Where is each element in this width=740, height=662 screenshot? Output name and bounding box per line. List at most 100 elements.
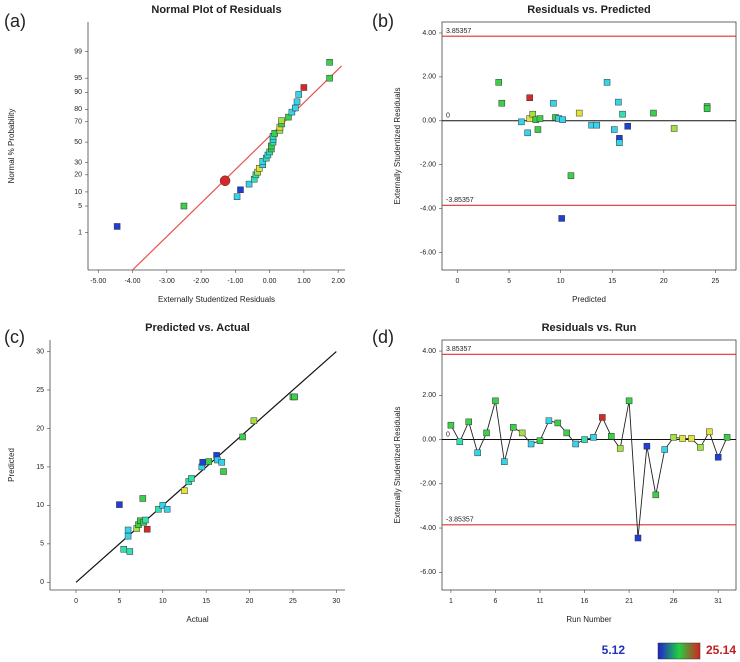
data-point (495, 79, 502, 86)
data-point (188, 475, 195, 482)
data-point (139, 495, 147, 502)
data-point (126, 548, 134, 555)
data-point (599, 414, 606, 421)
data-point (616, 445, 624, 452)
x-tick-label: -4.00 (125, 278, 141, 285)
data-point (239, 433, 246, 441)
data-point (113, 223, 121, 230)
y-tick-label: -2.00 (420, 161, 436, 168)
chart-title: Predicted vs. Actual (145, 322, 250, 334)
chart-panel: (a) Normal Plot of Residuals Externally St… (4, 4, 345, 304)
data-point (159, 502, 167, 509)
data-point (181, 487, 188, 495)
data-point (465, 418, 472, 426)
y-tick-label: 0.00 (422, 118, 436, 125)
limit-label: 3.85357 (446, 346, 471, 353)
data-point (603, 79, 611, 86)
data-point (524, 129, 531, 137)
x-tick-label: -1.00 (227, 278, 243, 285)
data-point (518, 429, 526, 437)
y-tick-label: 10 (36, 502, 44, 509)
data-point (679, 435, 686, 442)
data-point (116, 501, 123, 508)
y-tick-label: -6.00 (420, 249, 436, 256)
data-point (218, 459, 226, 466)
data-point (483, 429, 490, 437)
data-point (498, 99, 506, 107)
y-tick-label: 90 (74, 89, 82, 96)
x-tick-label: 21 (625, 598, 633, 605)
chart-title: Normal Plot of Residuals (151, 4, 281, 16)
x-tick-label: 26 (670, 598, 678, 605)
data-point (624, 122, 631, 130)
data-point (608, 432, 615, 440)
data-point (567, 172, 575, 179)
data-point (220, 468, 227, 475)
y-tick-label: -6.00 (420, 569, 436, 576)
x-tick-label: 31 (714, 598, 722, 605)
x-tick-label: 25 (289, 598, 297, 605)
data-point (581, 436, 588, 443)
y-axis-label: Externally Studentized Residuals (393, 407, 402, 524)
data-point (615, 98, 622, 106)
panel-label: (c) (4, 327, 25, 347)
x-tick-label: -2.00 (193, 278, 209, 285)
data-point (536, 437, 544, 444)
data-point (291, 393, 298, 401)
y-tick-label: 2.00 (422, 74, 436, 81)
y-tick-label: 10 (74, 189, 82, 196)
chart-title: Residuals vs. Run (542, 322, 637, 334)
y-axis-label: Normal % Probability (7, 109, 16, 184)
fit-line (75, 351, 337, 583)
y-tick-label: 20 (74, 172, 82, 179)
chart-panel: (b) Residuals vs. Predicted Predicted Exter… (372, 4, 737, 304)
x-tick-label: 30 (332, 598, 340, 605)
y-tick-label: 2.00 (422, 392, 436, 399)
data-point (256, 165, 263, 172)
chart-panel: (d) Residuals vs. Run Run Number Externally… (372, 322, 737, 624)
data-point (558, 215, 565, 222)
colorbar (657, 642, 701, 660)
y-tick-label: 5 (40, 541, 44, 548)
x-tick-label: 0 (74, 598, 78, 605)
data-point (527, 440, 535, 448)
run-line (450, 400, 728, 539)
data-point (611, 126, 618, 133)
y-tick-label: 1 (78, 229, 82, 236)
data-point (536, 115, 544, 122)
y-tick-label: 80 (74, 106, 82, 113)
y-axis-label: Externally Studentized Residuals (393, 88, 402, 205)
x-axis-label: Predicted (572, 295, 606, 304)
panel-label: (a) (4, 11, 26, 31)
data-point (447, 421, 455, 429)
fit-line (132, 65, 342, 271)
data-point (559, 116, 566, 123)
data-point (634, 534, 642, 542)
data-point (501, 458, 508, 465)
x-tick-label: -3.00 (159, 278, 175, 285)
y-tick-label: 0.00 (422, 436, 436, 443)
data-point (205, 458, 213, 465)
data-point (288, 108, 296, 116)
x-axis-label: Actual (186, 615, 208, 624)
data-point (550, 99, 557, 107)
x-tick-label: 11 (536, 598, 543, 605)
plot-frame (441, 339, 737, 591)
data-point (293, 98, 301, 106)
x-tick-label: 0 (456, 278, 460, 285)
data-point (474, 449, 481, 457)
data-point (706, 428, 713, 436)
x-tick-label: 10 (159, 598, 167, 605)
x-tick-label: 2.00 (331, 278, 345, 285)
plot-frame (441, 21, 737, 271)
x-tick-label: 20 (246, 598, 254, 605)
y-tick-label: 15 (36, 464, 44, 471)
limit-label: -3.85357 (446, 517, 474, 524)
x-axis-label: Run Number (566, 615, 612, 624)
data-point (625, 397, 633, 405)
y-tick-label: 95 (74, 75, 82, 82)
data-point (688, 435, 695, 442)
data-point (295, 91, 302, 98)
y-tick-label: 4.00 (422, 348, 436, 355)
data-point (703, 105, 711, 112)
